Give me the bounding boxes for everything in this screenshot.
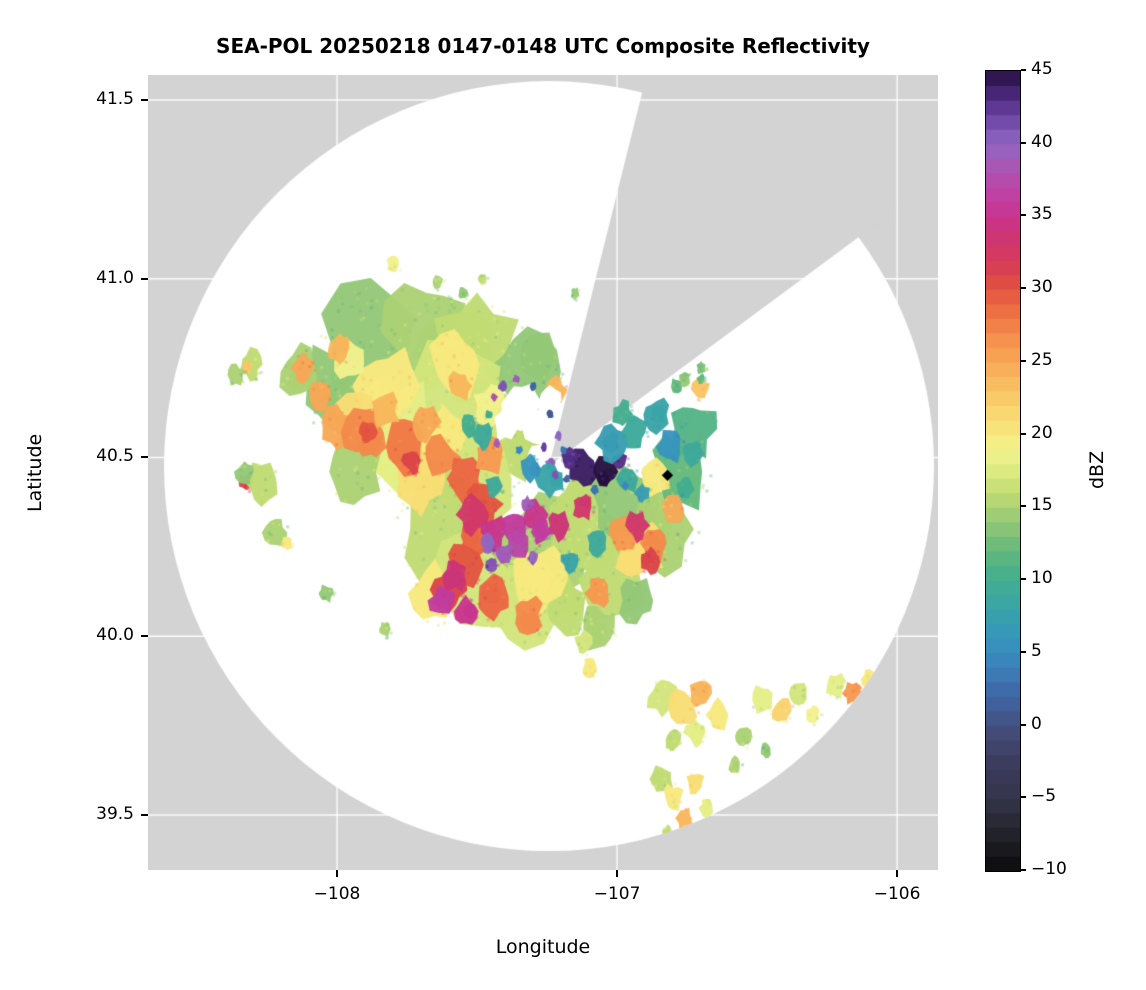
colorbar-tick-mark <box>1021 214 1026 217</box>
colorbar-tick-label: 0 <box>1031 713 1042 734</box>
colorbar-tick-mark <box>1021 505 1026 508</box>
x-tick-mark <box>616 870 619 877</box>
y-tick-label: 40.5 <box>96 446 134 467</box>
colorbar-tick-mark <box>1021 141 1026 144</box>
colorbar-tick-mark <box>1021 69 1026 71</box>
colorbar-tick-mark <box>1021 796 1026 799</box>
colorbar-tick-label: 35 <box>1031 204 1053 225</box>
colorbar-tick-label: −10 <box>1031 859 1067 879</box>
colorbar-tick-label: −5 <box>1031 786 1057 807</box>
x-tick-mark <box>896 870 899 877</box>
colorbar-tick-mark <box>1021 432 1026 435</box>
y-tick-label: 41.0 <box>96 267 134 288</box>
colorbar-tick-label: 40 <box>1031 131 1053 152</box>
y-tick-label: 40.0 <box>96 625 134 646</box>
colorbar-tick-mark <box>1021 650 1026 653</box>
colorbar-tick-mark <box>1021 578 1026 581</box>
colorbar-tick-label: 45 <box>1031 59 1053 79</box>
colorbar-tick-label: 20 <box>1031 422 1053 443</box>
y-tick-mark <box>141 277 148 280</box>
colorbar-tick-label: 25 <box>1031 349 1053 370</box>
y-tick-label: 39.5 <box>96 803 134 824</box>
y-tick-mark <box>141 813 148 816</box>
colorbar <box>985 70 1021 872</box>
colorbar-tick-label: 5 <box>1031 640 1042 661</box>
x-tick-label: −106 <box>873 884 921 904</box>
colorbar-tick-mark <box>1021 723 1026 726</box>
colorbar-tick-label: 30 <box>1031 277 1053 298</box>
chart-title: SEA-POL 20250218 0147-0148 UTC Composite… <box>216 34 870 58</box>
colorbar-tick-mark <box>1021 359 1026 362</box>
x-tick-label: −107 <box>593 884 641 904</box>
y-tick-label: 41.5 <box>96 89 134 110</box>
y-tick-mark <box>141 635 148 638</box>
x-tick-label: −108 <box>313 884 361 904</box>
x-axis-label: Longitude <box>495 936 591 958</box>
colorbar-tick-mark <box>1021 869 1026 871</box>
colorbar-unit-label: dBZ <box>1086 450 1108 490</box>
colorbar-tick-label: 10 <box>1031 568 1053 589</box>
colorbar-tick-label: 15 <box>1031 495 1053 516</box>
y-tick-mark <box>141 456 148 459</box>
y-tick-mark <box>141 99 148 102</box>
x-tick-mark <box>336 870 339 877</box>
y-axis-label: Latitude <box>24 433 46 512</box>
colorbar-tick-mark <box>1021 287 1026 290</box>
radar-plot-canvas <box>148 75 938 870</box>
